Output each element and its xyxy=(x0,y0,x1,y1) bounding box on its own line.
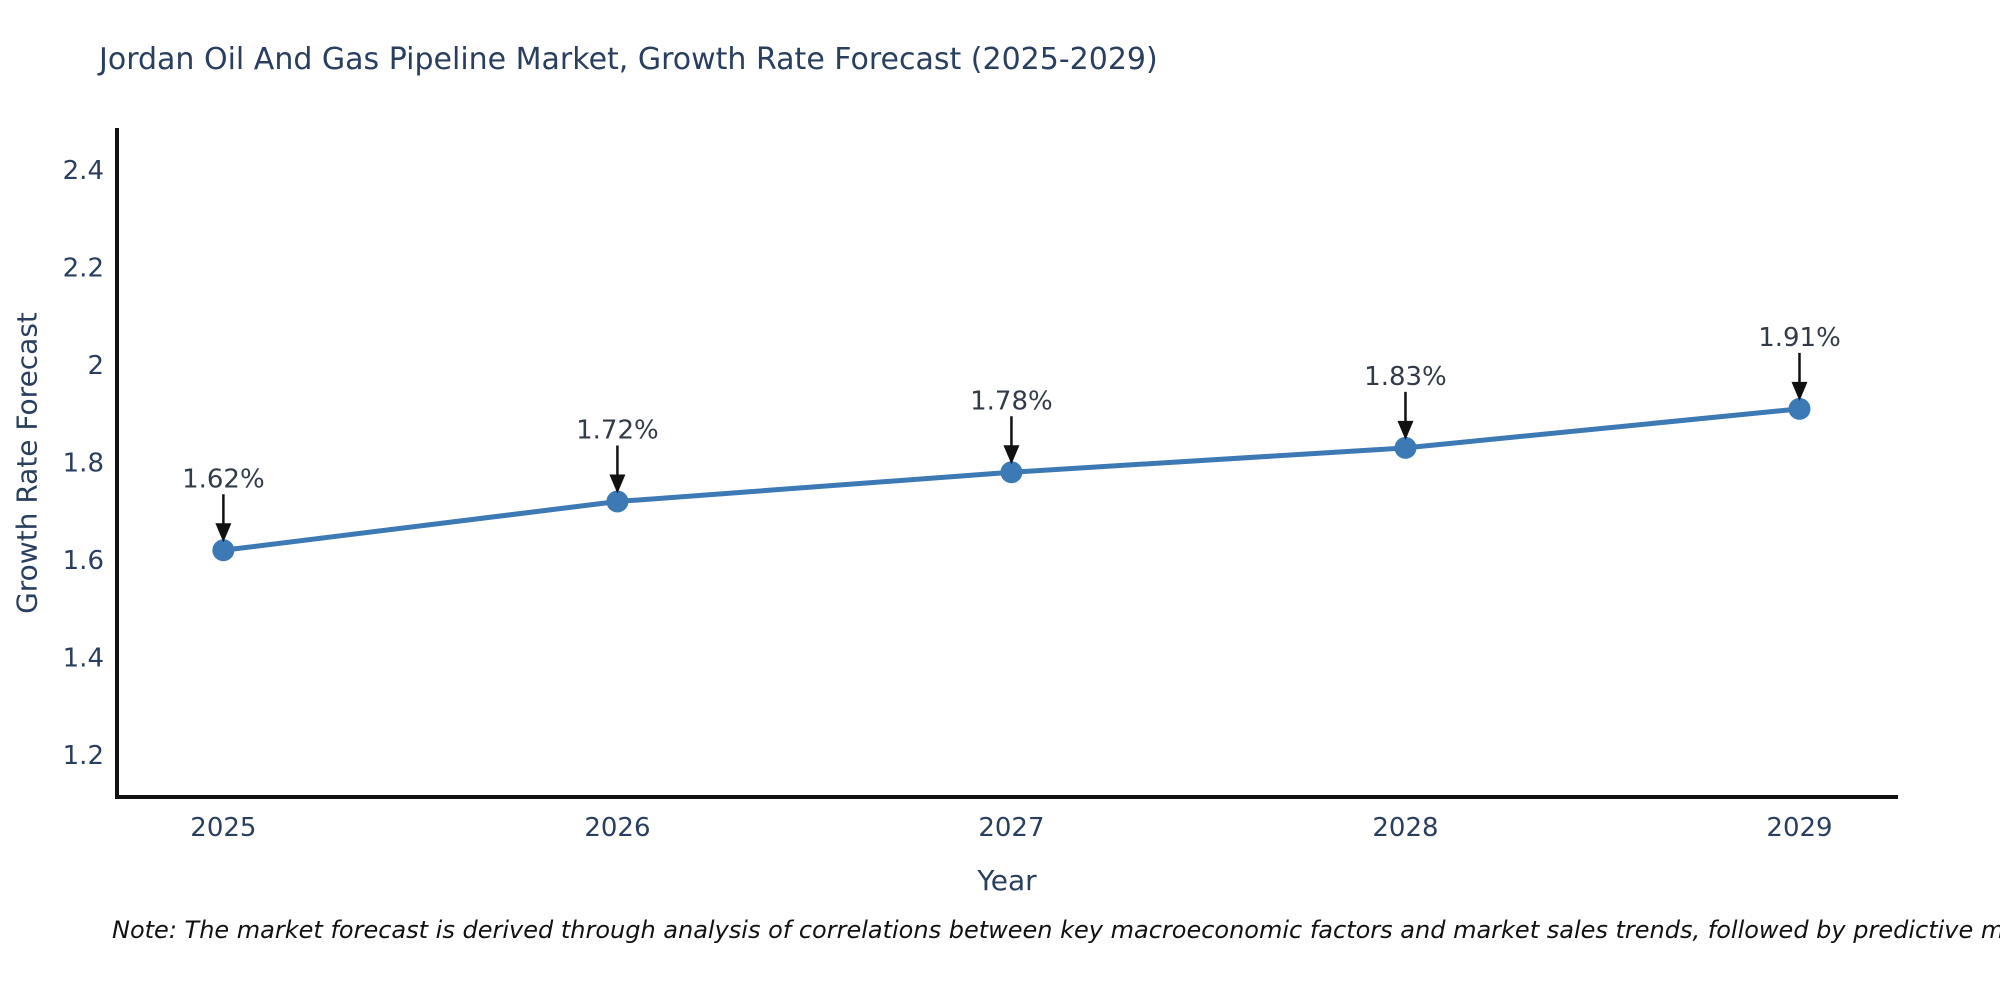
x-tick-label: 2028 xyxy=(1372,813,1438,843)
data-point-marker xyxy=(1788,397,1811,420)
data-point-marker xyxy=(1000,461,1023,484)
annotation-arrow-head xyxy=(1003,445,1020,465)
point-value-label: 1.91% xyxy=(1758,323,1841,353)
annotation-arrow-head xyxy=(1791,381,1808,401)
x-tick-label: 2027 xyxy=(978,813,1044,843)
annotation-arrow-head xyxy=(215,523,232,543)
point-value-label: 1.83% xyxy=(1364,362,1447,392)
x-tick-label: 2029 xyxy=(1766,813,1832,843)
y-tick-label: 1.6 xyxy=(63,546,104,576)
y-tick-label: 1.8 xyxy=(63,449,104,479)
point-value-label: 1.62% xyxy=(182,464,265,494)
annotation-arrow-head xyxy=(1397,420,1414,440)
data-point-marker xyxy=(606,490,629,513)
footnote: Note: The market forecast is derived thr… xyxy=(112,916,2000,944)
y-tick-label: 1.4 xyxy=(63,644,104,674)
x-tick-label: 2026 xyxy=(584,813,650,843)
x-axis-title: Year xyxy=(977,864,1037,897)
point-value-label: 1.78% xyxy=(970,386,1053,416)
data-point-marker xyxy=(212,539,235,562)
x-tick-label: 2025 xyxy=(190,813,256,843)
point-value-label: 1.72% xyxy=(576,416,659,446)
y-tick-label: 2.2 xyxy=(63,253,104,283)
y-tick-label: 1.2 xyxy=(63,741,104,771)
data-point-marker xyxy=(1394,436,1417,459)
annotation-arrow-head xyxy=(609,474,626,494)
y-tick-label: 2.4 xyxy=(63,156,104,186)
chart-title: Jordan Oil And Gas Pipeline Market, Grow… xyxy=(99,42,1158,77)
y-tick-label: 2 xyxy=(87,351,104,381)
